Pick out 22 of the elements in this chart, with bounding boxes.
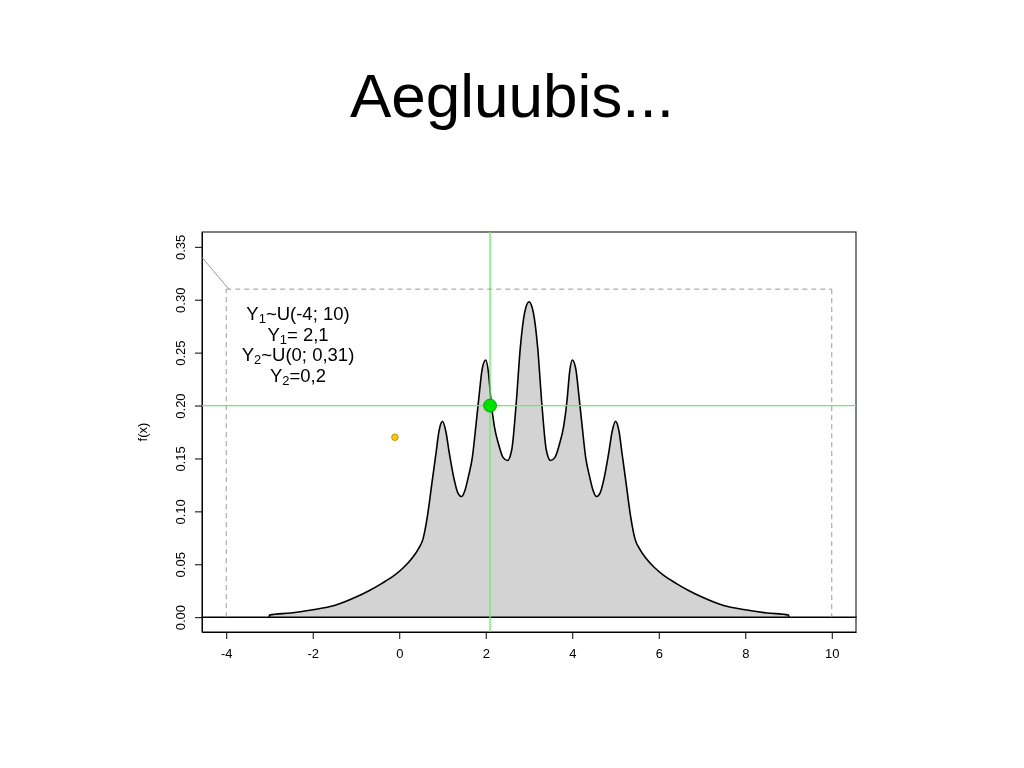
y-tick-label: 0.00 [173,605,188,631]
y-tick-label: 0.35 [173,234,188,260]
y-tick-label: 0.10 [173,499,188,525]
y-tick-label: 0.25 [173,340,188,366]
x-tick-label: -4 [220,646,233,662]
y-tick-label: 0.30 [173,287,188,313]
annotation: Y$_{2}$=0,2 [269,364,327,388]
x-tick-label: 10 [825,646,840,662]
y-tick-label: 0.05 [173,552,188,578]
x-tick-label: 8 [742,646,750,662]
y-tick-label: 0.20 [173,393,188,419]
x-tick-label: 6 [655,646,663,662]
x-tick-label: 0 [396,646,404,662]
annotation: Y$_{1}$= 2,1 [267,323,329,347]
x-tick-label: 2 [482,646,490,662]
annotation: Y$_{1}$~U(-4; 10) [246,303,350,326]
chart-title: Aegluubis... [350,61,674,130]
y-axis-title: f(x) [135,422,150,442]
y-tick-label: 0.15 [173,446,188,472]
x-tick-label: 4 [569,646,577,662]
x-tick-label: -2 [307,646,320,662]
annotation: Y$_{2}$~U(0; 0,31) [241,344,355,367]
